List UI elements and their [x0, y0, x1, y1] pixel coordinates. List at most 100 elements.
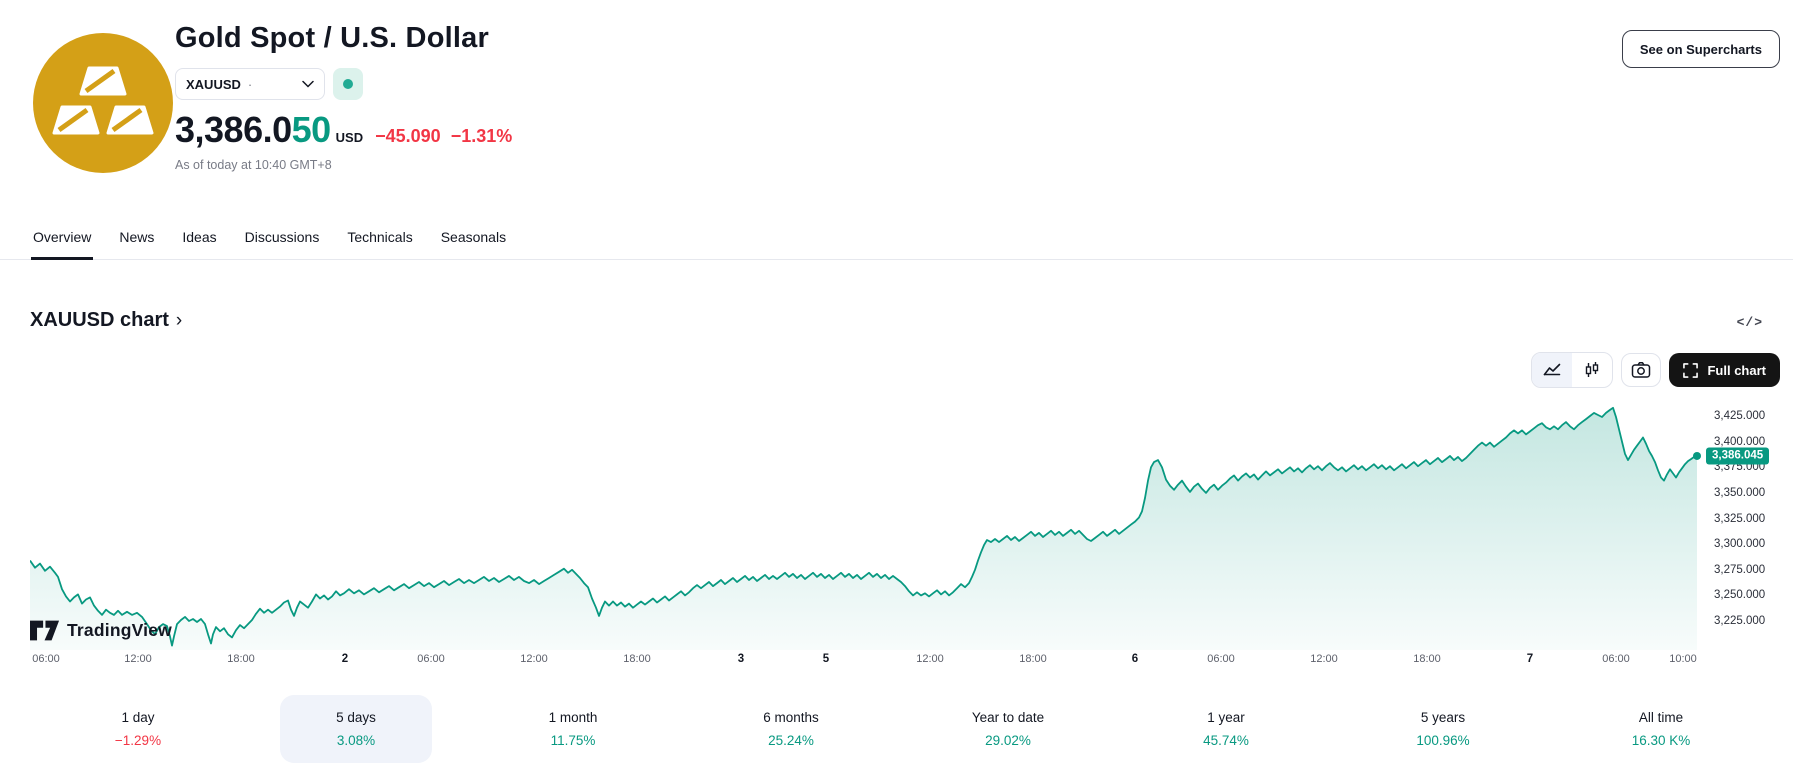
- chart-area: Full chart 3,425.000 3,400.000 3,375.000 3,…: [0, 340, 1793, 675]
- period-button-1-year[interactable]: 1 year 45.74%: [1150, 695, 1302, 763]
- y-axis-label: 3,350.000: [1714, 486, 1766, 499]
- y-axis-label: 3,275.000: [1714, 563, 1766, 576]
- area-chart-icon: [1544, 363, 1561, 376]
- x-axis-day-label: 6: [1131, 653, 1139, 665]
- tab-bar: Overview News Ideas Discussions Technicals Se…: [0, 212, 1793, 260]
- period-button-1-day[interactable]: 1 day −1.29%: [62, 695, 214, 763]
- last-price-dot: [1693, 451, 1701, 460]
- header: Gold Spot / U.S. Dollar XAUUSD · 3,386.0…: [0, 0, 1793, 212]
- x-axis-day-label: 2: [341, 653, 349, 665]
- tradingview-logo-icon: [30, 620, 60, 641]
- x-axis-time-label: 18:00: [1019, 653, 1047, 665]
- x-axis-time-label: 06:00: [32, 653, 60, 665]
- candlestick-icon: [1586, 362, 1599, 377]
- y-axis-label: 3,425.000: [1714, 410, 1766, 422]
- chart-type-switcher: [1531, 352, 1614, 388]
- period-label: 5 years: [1420, 710, 1466, 725]
- tab-discussions[interactable]: Discussions: [244, 229, 320, 245]
- tradingview-watermark[interactable]: TradingView: [30, 617, 172, 644]
- price-change-percent: −1.31%: [450, 126, 513, 146]
- price-value: 3,386.050: [175, 109, 331, 151]
- see-on-supercharts-button[interactable]: See on Supercharts: [1621, 30, 1780, 68]
- camera-icon: [1632, 362, 1651, 378]
- symbol-row: XAUUSD ·: [175, 68, 512, 100]
- chart-section-title: XAUUSD chart: [30, 308, 169, 331]
- period-change: 25.24%: [768, 733, 814, 748]
- x-axis-day-label: 3: [737, 653, 745, 665]
- period-change: 11.75%: [550, 733, 596, 748]
- x-axis-time-label: 10:00: [1669, 653, 1697, 665]
- x-axis-time-label: 06:00: [417, 653, 445, 665]
- y-axis-label: 3,325.000: [1714, 512, 1766, 525]
- x-axis-time-label: 12:00: [520, 653, 548, 665]
- period-label: 6 months: [763, 710, 819, 725]
- period-button-5-days[interactable]: 5 days 3.08%: [280, 695, 432, 763]
- x-axis-time-label: 18:00: [623, 653, 651, 665]
- full-chart-label: Full chart: [1707, 362, 1766, 378]
- chevron-right-icon: ›: [175, 310, 183, 331]
- tab-overview[interactable]: Overview: [30, 229, 94, 260]
- tab-technicals[interactable]: Technicals: [347, 229, 413, 245]
- period-label: Year to date: [971, 710, 1045, 725]
- full-chart-button[interactable]: Full chart: [1669, 353, 1780, 387]
- x-axis-time-label: 06:00: [1602, 653, 1630, 665]
- period-label: 1 month: [548, 710, 598, 725]
- price-currency: USD: [335, 130, 364, 145]
- period-button-year-to-date[interactable]: Year to date 29.02%: [932, 695, 1084, 763]
- price-row: 3,386.050 USD −45.090 −1.31%: [175, 109, 512, 151]
- period-change: 16.30 K%: [1631, 733, 1691, 748]
- candles-chart-button[interactable]: [1572, 353, 1612, 387]
- price-fraction-digits: 50: [291, 109, 332, 150]
- market-open-dot-icon: [343, 79, 353, 89]
- period-change: −1.29%: [114, 733, 162, 748]
- market-status-badge: [333, 68, 363, 100]
- period-buttons: 1 day −1.29% 5 days 3.08% 1 month 11.75% 6 mon…: [0, 675, 1793, 770]
- tab-ideas[interactable]: Ideas: [182, 229, 217, 245]
- y-axis-label: 3,300.000: [1714, 538, 1766, 551]
- chart-toolbar: Full chart: [1531, 352, 1780, 388]
- section-heading-row: XAUUSD chart › </>: [0, 260, 1793, 340]
- x-axis-time-label: 12:00: [1310, 653, 1338, 665]
- tab-seasonals[interactable]: Seasonals: [440, 229, 507, 245]
- period-change: 45.74%: [1203, 733, 1249, 748]
- x-axis-time-label: 12:00: [124, 653, 152, 665]
- x-axis-day-label: 7: [1526, 653, 1534, 665]
- period-label: 1 year: [1207, 710, 1245, 725]
- x-axis-time-label: 12:00: [916, 653, 944, 665]
- area-fill: [30, 407, 1697, 650]
- chevron-down-icon: [302, 80, 314, 88]
- y-axis-label: 3,250.000: [1714, 589, 1766, 602]
- x-axis-time-label: 18:00: [1413, 653, 1441, 665]
- price-change: −45.090 −1.31%: [375, 126, 512, 147]
- header-main: Gold Spot / U.S. Dollar XAUUSD · 3,386.0…: [175, 22, 512, 172]
- fullscreen-icon: [1683, 362, 1699, 378]
- period-button-all-time[interactable]: All time 16.30 K%: [1585, 695, 1737, 763]
- price-main-digits: 3,386.0: [175, 109, 292, 150]
- x-axis-day-label: 5: [822, 653, 830, 665]
- embed-code-icon[interactable]: </>: [1736, 315, 1763, 330]
- period-button-1-month[interactable]: 1 month 11.75%: [497, 695, 649, 763]
- symbol-separator: ·: [247, 76, 253, 92]
- y-axis-label: 3,400.000: [1714, 435, 1766, 448]
- period-label: All time: [1638, 710, 1684, 725]
- price-timestamp: As of today at 10:40 GMT+8: [175, 158, 332, 172]
- period-label: 5 days: [336, 710, 376, 725]
- tradingview-watermark-label: TradingView: [67, 620, 172, 640]
- x-axis-time-label: 18:00: [227, 653, 255, 665]
- snapshot-button[interactable]: [1621, 353, 1662, 387]
- period-change: 29.02%: [985, 733, 1031, 748]
- chart-section-link[interactable]: XAUUSD chart ›: [30, 308, 182, 332]
- tab-news[interactable]: News: [119, 229, 155, 245]
- y-axis-label: 3,225.000: [1714, 615, 1766, 627]
- price-change-absolute: −45.090: [375, 126, 441, 146]
- last-price-badge: 3,386.045: [1706, 447, 1770, 465]
- period-button-5-years[interactable]: 5 years 100.96%: [1367, 695, 1519, 763]
- period-button-6-months[interactable]: 6 months 25.24%: [715, 695, 867, 763]
- symbol-label: XAUUSD: [186, 76, 241, 92]
- price-plot[interactable]: [30, 400, 1705, 650]
- period-label: 1 day: [121, 710, 155, 725]
- period-change: 3.08%: [336, 733, 376, 748]
- symbol-selector[interactable]: XAUUSD ·: [175, 68, 325, 100]
- page-title: Gold Spot / U.S. Dollar: [175, 22, 489, 54]
- area-chart-button[interactable]: [1532, 353, 1573, 387]
